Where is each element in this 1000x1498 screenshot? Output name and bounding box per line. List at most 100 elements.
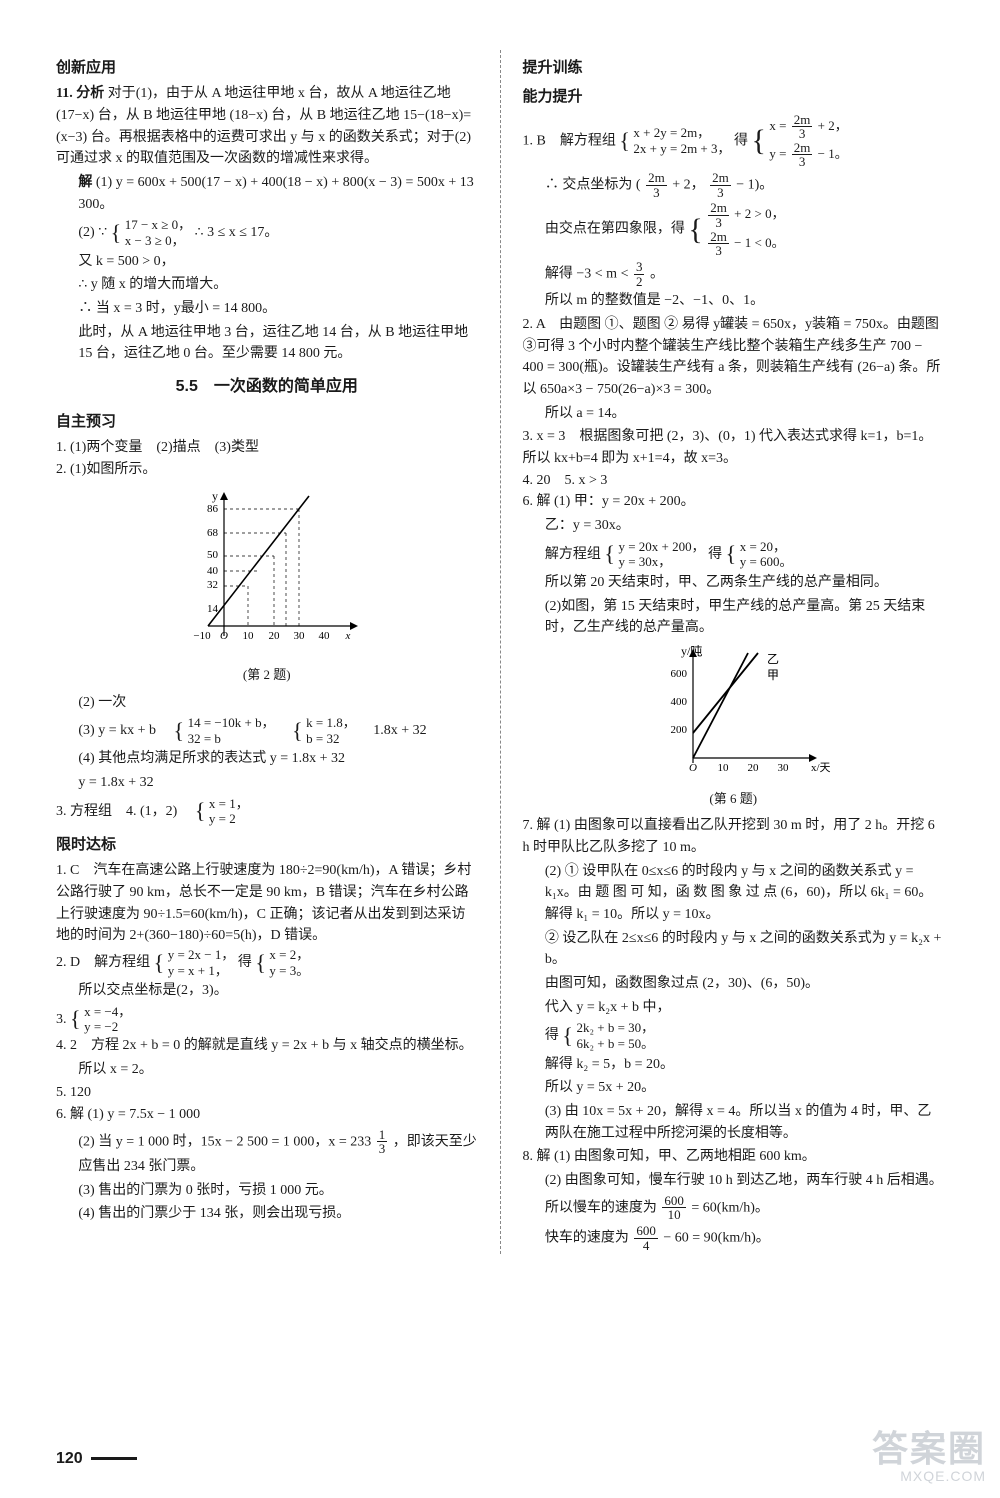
sys-top: 17 − x ≥ 0，	[125, 217, 191, 233]
q11-sol6: 此时，从 A 地运往甲地 3 台，运往乙地 14 台，从 B 地运往甲地 15 …	[78, 322, 477, 365]
n6-1: 6. 解 (1) 甲：y = 20x + 200。	[523, 491, 945, 513]
n7-3: ② 设乙队在 2≤x≤6 的时段内 y 与 x 之间的函数关系式为 y = k₂…	[545, 928, 944, 971]
graph1-caption: (第 2 题)	[56, 665, 478, 685]
xs6-2: (2) 当 y = 1 000 时，15x − 2 500 = 1 000，x …	[78, 1128, 477, 1178]
svg-text:400: 400	[671, 696, 688, 708]
n7-4: 由图可知，函数图象过点 (2，30)、(6，50)。	[545, 973, 944, 995]
n1c: 由交点在第四象限，得 { 2m3 + 2 > 0， 2m3 − 1 < 0。	[545, 201, 944, 258]
xs2: 2. D 解方程组 { y = 2x − 1， y = x + 1， 得 { x…	[56, 947, 478, 978]
n2b: 所以 a = 14。	[545, 403, 944, 425]
svg-text:O: O	[689, 762, 697, 774]
zz1: 1. (1)两个变量 (2)描点 (3)类型	[56, 437, 478, 459]
sys-bot: x − 3 ≥ 0，	[125, 233, 191, 249]
q11-sol5: ∴ 当 x = 3 时，y最小 = 14 800。	[78, 298, 477, 320]
svg-text:32: 32	[207, 579, 218, 591]
n1e: 所以 m 的整数值是 −2、−1、0、1。	[545, 290, 944, 312]
svg-text:x: x	[344, 630, 350, 642]
n2: 2. A 由题图 ①、题图 ② 易得 y罐装 = 650x，y装箱 = 750x…	[523, 314, 945, 401]
left-column: 创新应用 11. 分析 对于(1)，由于从 A 地运往甲地 x 台，故从 A 地…	[56, 50, 478, 1254]
svg-text:10: 10	[718, 762, 730, 774]
n8-3: 所以慢车的速度为 60010 = 60(km/h)。	[545, 1194, 944, 1222]
zz2-3: (3) y = kx + b { 14 = −10k + b， 32 = b {…	[78, 715, 477, 746]
n1: 1. B 解方程组 { x + 2y = 2m， 2x + y = 2m + 3…	[523, 113, 945, 170]
heading-innovation: 创新应用	[56, 56, 478, 79]
n7-6: 解得 k₂ = 5，b = 20。	[545, 1054, 944, 1076]
q11-solution: 解 (1) y = 600x + 500(17 − x) + 400(18 − …	[78, 172, 477, 215]
svg-text:乙: 乙	[767, 652, 779, 666]
xs6-1: 6. 解 (1) y = 7.5x − 1 000	[56, 1104, 478, 1126]
watermark: 答案圈 MXQE.COM	[872, 1429, 986, 1484]
n6-sys: 解方程组 { y = 20x + 200， y = 30x， 得 { x = 2…	[545, 539, 944, 570]
xs5: 5. 120	[56, 1082, 478, 1104]
zz2: 2. (1)如图所示。	[56, 459, 478, 481]
xs6-3: (3) 售出的门票为 0 张时，亏损 1 000 元。	[78, 1180, 477, 1202]
graph-1: y 86 68 50 40 32 14	[162, 486, 372, 661]
xs3: 3. { x = −4， y = −2	[56, 1004, 478, 1035]
heading-timed: 限时达标	[56, 833, 478, 856]
xs6-4: (4) 售出的门票少于 134 张，则会出现亏损。	[78, 1203, 477, 1225]
svg-text:86: 86	[207, 503, 219, 515]
n3: 3. x = 3 根据图象可把 (2，3)、(0，1) 代入表达式求得 k=1，…	[523, 426, 945, 469]
n4: 4. 20 5. x > 3	[523, 470, 945, 492]
svg-text:10: 10	[242, 630, 254, 642]
n7-1: 7. 解 (1) 由图象可以直接看出乙队开挖到 30 m 时，用了 2 h。开挖…	[523, 815, 945, 858]
heading-preview: 自主预习	[56, 410, 478, 433]
zz2-4: (4) 其他点均满足所求的表达式 y = 1.8x + 32	[78, 748, 477, 770]
q11-sol2: (2) ∵ { 17 − x ≥ 0， x − 3 ≥ 0， ∴ 3 ≤ x ≤…	[78, 217, 477, 248]
xs4b: 所以 x = 2。	[78, 1059, 477, 1081]
svg-text:14: 14	[207, 603, 219, 615]
svg-text:68: 68	[207, 527, 219, 539]
svg-text:y: y	[212, 489, 218, 503]
graph2-caption: (第 6 题)	[523, 789, 945, 809]
right-column: 提升训练 能力提升 1. B 解方程组 { x + 2y = 2m， 2x + …	[523, 50, 945, 1254]
zz2-5: y = 1.8x + 32	[78, 772, 477, 794]
page: 创新应用 11. 分析 对于(1)，由于从 A 地运往甲地 x 台，故从 A 地…	[0, 0, 1000, 1498]
q11-text: 对于(1)，由于从 A 地运往甲地 x 台，故从 A 地运往乙地 (17−x) …	[56, 86, 471, 166]
heading-ability: 能力提升	[523, 85, 945, 108]
svg-text:甲: 甲	[767, 668, 779, 682]
n8-2: (2) 由图象可知，慢车行驶 10 h 到达乙地，两车行驶 4 h 后相遇。	[545, 1170, 944, 1192]
n6-3: (2)如图，第 15 天结束时，甲生产线的总产量高。第 25 天结束时，乙生产线…	[545, 596, 944, 639]
n7-2: (2) ① 设甲队在 0≤x≤6 的时段内 y 与 x 之间的函数关系式 y =…	[545, 861, 944, 926]
zz2-2: (2) 一次	[78, 692, 477, 714]
xs2b: 所以交点坐标是(2，3)。	[78, 980, 477, 1002]
svg-text:50: 50	[207, 549, 219, 561]
svg-text:30: 30	[778, 762, 790, 774]
heading-upgrade: 提升训练	[523, 56, 945, 79]
xs1: 1. C 汽车在高速公路上行驶速度为 180÷2=90(km/h)，A 错误；乡…	[56, 860, 478, 947]
page-number: 120	[56, 1447, 137, 1472]
svg-text:200: 200	[671, 724, 688, 736]
svg-text:20: 20	[268, 630, 280, 642]
zz3: 3. 方程组 4. (1，2) { x = 1， y = 2	[56, 796, 478, 827]
q11-sol2a: (2) ∵	[78, 225, 107, 240]
n7-7: 所以 y = 5x + 20。	[545, 1077, 944, 1099]
q11-analysis: 11. 分析 对于(1)，由于从 A 地运往甲地 x 台，故从 A 地运往乙地 …	[56, 83, 478, 170]
q11-sol4: ∴ y 随 x 的增大而增大。	[78, 274, 477, 296]
svg-text:O: O	[220, 630, 228, 642]
n7-sys: 得 { 2k₂ + b = 30， 6k₂ + b = 50。	[545, 1020, 944, 1051]
columns: 创新应用 11. 分析 对于(1)，由于从 A 地运往甲地 x 台，故从 A 地…	[56, 50, 944, 1254]
sol-label: 解	[78, 175, 92, 190]
svg-text:40: 40	[318, 630, 330, 642]
svg-text:20: 20	[748, 762, 760, 774]
n6-1b: 乙：y = 30x。	[545, 515, 944, 537]
svg-text:600: 600	[671, 668, 688, 680]
svg-text:y/吨: y/吨	[681, 645, 702, 658]
svg-text:−10: −10	[193, 630, 211, 642]
svg-text:x/天: x/天	[811, 762, 831, 774]
n8-1: 8. 解 (1) 由图象可知，甲、乙两地相距 600 km。	[523, 1146, 945, 1168]
q11-sol3: 又 k = 500 > 0，	[78, 251, 477, 273]
column-divider	[500, 50, 501, 1254]
q11-label: 11. 分析	[56, 86, 104, 101]
n1b: ∴ 交点坐标为 ( 2m3 + 2， 2m3 − 1)。	[545, 171, 944, 199]
n1d: 解得 −3 < m < 32 。	[545, 260, 944, 288]
n7-5: 代入 y = k₂x + b 中，	[545, 997, 944, 1019]
graph-2: y/吨 600 400 200 乙 甲 O 10 20 30	[633, 645, 833, 785]
svg-text:40: 40	[207, 565, 219, 577]
q11-sol1: (1) y = 600x + 500(17 − x) + 400(18 − x)…	[78, 175, 473, 212]
section-5-5: 5.5 一次函数的简单应用	[56, 375, 478, 400]
xs4: 4. 2 方程 2x + b = 0 的解就是直线 y = 2x + b 与 x…	[56, 1035, 478, 1057]
n7-8: (3) 由 10x = 5x + 20，解得 x = 4。所以当 x 的值为 4…	[545, 1101, 944, 1144]
n6-2: 所以第 20 天结束时，甲、乙两条生产线的总产量相同。	[545, 572, 944, 594]
svg-text:30: 30	[293, 630, 305, 642]
